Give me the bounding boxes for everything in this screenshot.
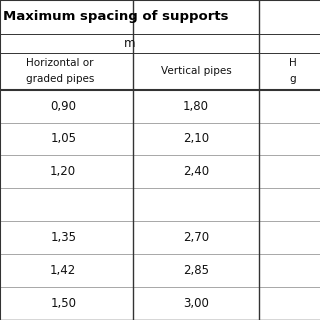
- Text: 2,40: 2,40: [183, 165, 209, 178]
- Text: 2,70: 2,70: [183, 231, 209, 244]
- Text: 2,85: 2,85: [183, 264, 209, 277]
- Text: Vertical pipes: Vertical pipes: [161, 66, 231, 76]
- Text: graded pipes: graded pipes: [26, 74, 94, 84]
- Text: Maximum spacing of supports: Maximum spacing of supports: [3, 10, 229, 23]
- Text: 1,42: 1,42: [50, 264, 76, 277]
- Text: m: m: [124, 37, 135, 50]
- Text: H: H: [289, 58, 297, 68]
- Text: 3,00: 3,00: [183, 297, 209, 310]
- Text: Horizontal or: Horizontal or: [26, 58, 94, 68]
- Text: 2,10: 2,10: [183, 132, 209, 146]
- Text: 1,35: 1,35: [50, 231, 76, 244]
- Text: 1,20: 1,20: [50, 165, 76, 178]
- Text: g: g: [290, 74, 296, 84]
- Text: 1,80: 1,80: [183, 100, 209, 113]
- Text: 0,90: 0,90: [50, 100, 76, 113]
- Text: 1,50: 1,50: [50, 297, 76, 310]
- Text: 1,05: 1,05: [50, 132, 76, 146]
